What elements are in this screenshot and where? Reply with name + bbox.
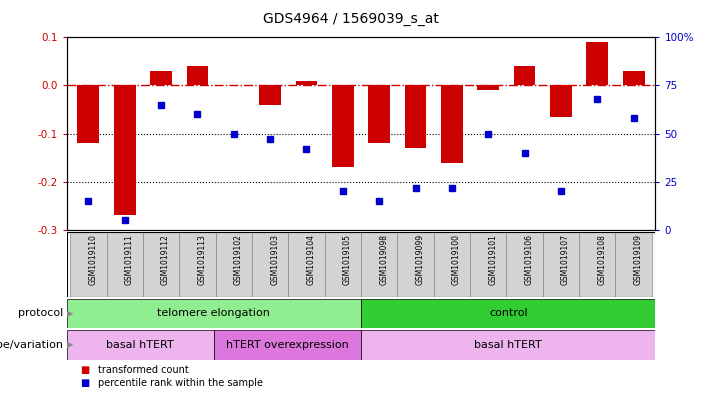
Bar [434, 232, 470, 297]
Bar [361, 232, 397, 297]
Bar [252, 232, 288, 297]
Bar [441, 85, 463, 162]
Bar [470, 232, 506, 297]
Bar [550, 85, 572, 117]
Text: basal hTERT: basal hTERT [475, 340, 542, 350]
Text: GSM1019101: GSM1019101 [488, 234, 497, 285]
Bar [404, 85, 426, 148]
Bar [150, 71, 172, 85]
Text: GSM1019111: GSM1019111 [125, 234, 134, 285]
Bar [143, 232, 179, 297]
Text: protocol: protocol [18, 309, 63, 318]
Bar [332, 85, 354, 167]
Bar [368, 85, 390, 143]
Bar [67, 330, 214, 360]
Bar [186, 66, 208, 85]
Text: ■: ■ [81, 378, 90, 388]
Bar [259, 85, 281, 105]
Bar [179, 232, 216, 297]
Bar [114, 85, 136, 215]
Bar [78, 85, 100, 143]
Text: GSM1019103: GSM1019103 [270, 234, 279, 285]
Bar [296, 81, 318, 85]
Text: control: control [489, 309, 528, 318]
Text: GSM1019112: GSM1019112 [161, 234, 170, 285]
Bar [288, 232, 325, 297]
Bar [70, 232, 107, 297]
Text: telomere elongation: telomere elongation [157, 309, 271, 318]
Text: ▶: ▶ [67, 340, 74, 349]
Bar [586, 42, 608, 85]
Bar [361, 330, 655, 360]
Bar [325, 232, 361, 297]
Text: GSM1019109: GSM1019109 [634, 234, 643, 285]
Text: hTERT overexpression: hTERT overexpression [226, 340, 349, 350]
Bar [107, 232, 143, 297]
Bar [622, 71, 644, 85]
Bar [214, 330, 361, 360]
Text: genotype/variation: genotype/variation [0, 340, 63, 350]
Text: GSM1019106: GSM1019106 [524, 234, 533, 285]
Bar [361, 299, 655, 328]
Text: GSM1019107: GSM1019107 [561, 234, 570, 285]
Bar [543, 232, 579, 297]
Text: GSM1019098: GSM1019098 [379, 234, 388, 285]
Bar [514, 66, 536, 85]
Text: basal hTERT: basal hTERT [107, 340, 174, 350]
Text: GDS4964 / 1569039_s_at: GDS4964 / 1569039_s_at [263, 12, 438, 26]
Bar [615, 232, 652, 297]
Bar [397, 232, 434, 297]
Text: GSM1019113: GSM1019113 [198, 234, 207, 285]
Bar [67, 299, 361, 328]
Text: GSM1019108: GSM1019108 [597, 234, 606, 285]
Text: ▶: ▶ [67, 309, 74, 318]
Bar [579, 232, 615, 297]
Text: transformed count: transformed count [98, 365, 189, 375]
Bar [477, 85, 499, 90]
Bar [506, 232, 543, 297]
Text: percentile rank within the sample: percentile rank within the sample [98, 378, 263, 388]
Text: GSM1019104: GSM1019104 [306, 234, 315, 285]
Text: GSM1019110: GSM1019110 [88, 234, 97, 285]
Text: GSM1019105: GSM1019105 [343, 234, 352, 285]
Bar [216, 232, 252, 297]
Text: ■: ■ [81, 365, 90, 375]
Text: GSM1019100: GSM1019100 [452, 234, 461, 285]
Text: GSM1019099: GSM1019099 [416, 234, 425, 285]
Text: GSM1019102: GSM1019102 [234, 234, 243, 285]
